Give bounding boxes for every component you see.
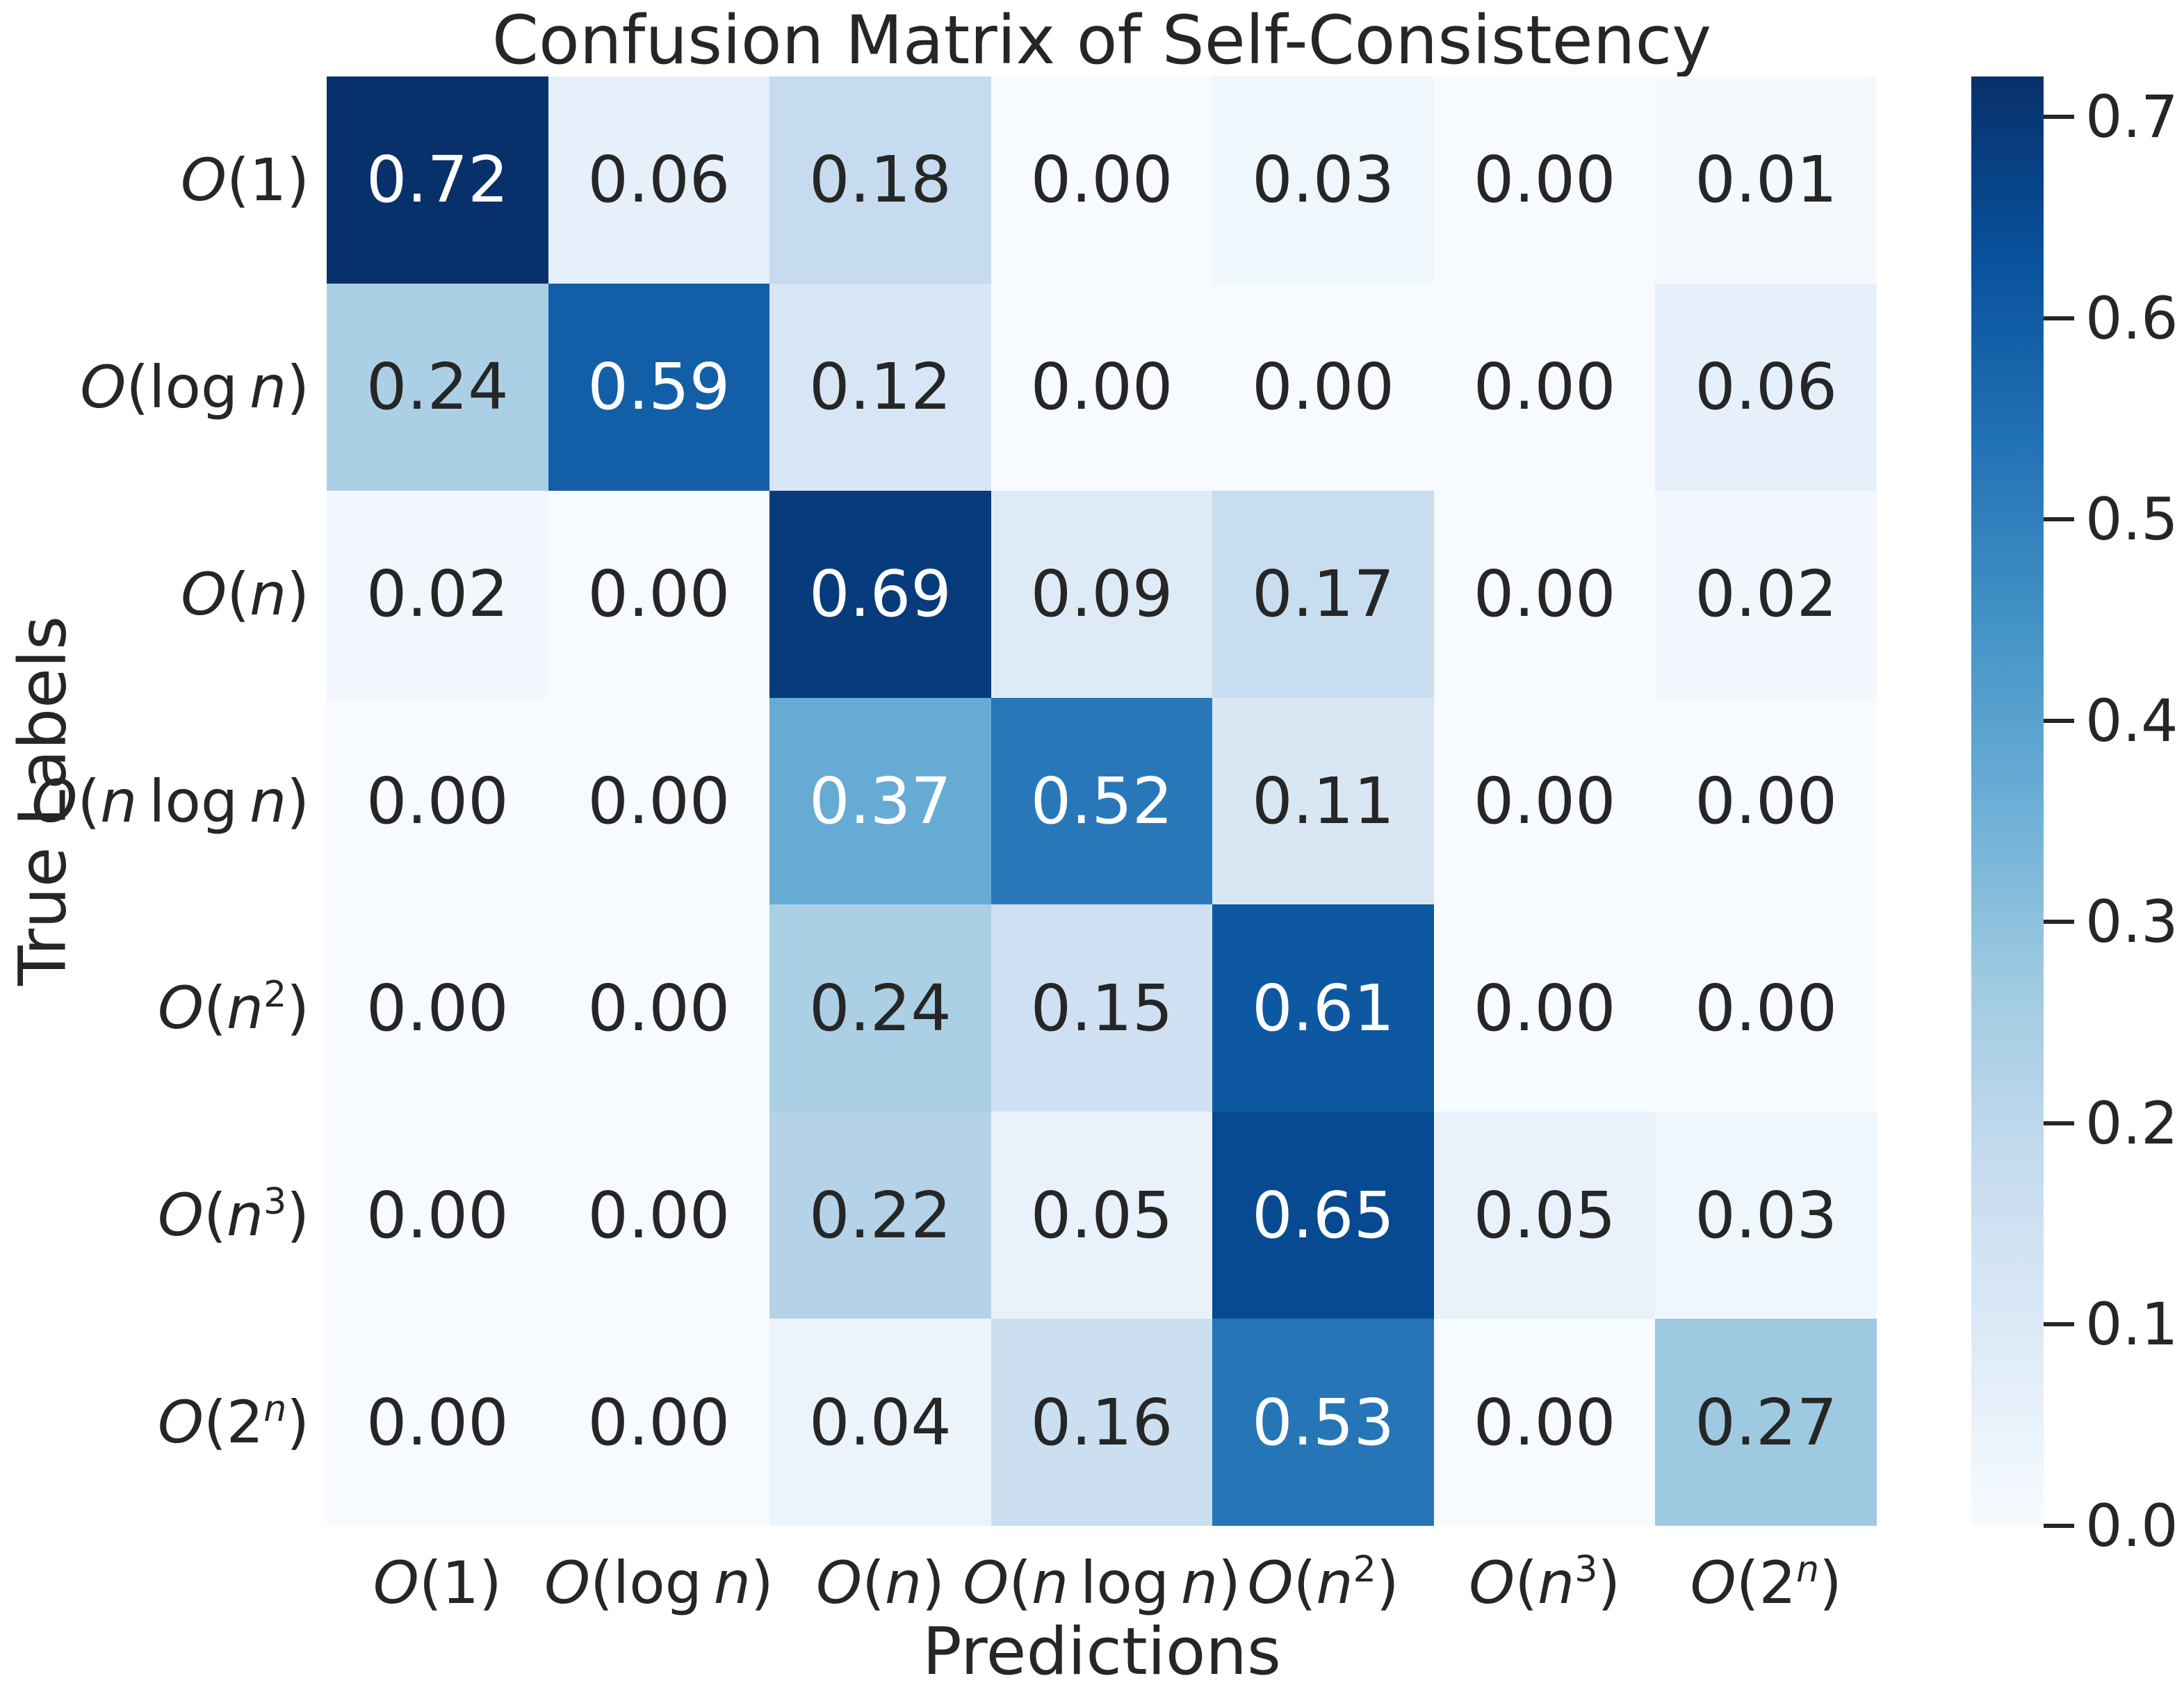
- colorbar-tick-mark: [2044, 1322, 2074, 1327]
- y-tick-label: O(n log n): [31, 767, 309, 836]
- y-tick-label: O(2n): [157, 1387, 309, 1457]
- heatmap-cell: 0.00: [548, 904, 770, 1112]
- heatmap-cell: 0.01: [1655, 76, 1877, 284]
- heatmap-cell: 0.59: [548, 283, 770, 491]
- heatmap-cell: 0.00: [1433, 76, 1656, 284]
- heatmap-cell: 0.37: [769, 697, 991, 905]
- x-tick-label: O(n3): [1469, 1548, 1621, 1617]
- heatmap-cell: 0.02: [327, 490, 548, 698]
- heatmap-cell: 0.17: [1212, 490, 1434, 698]
- heatmap-cell: 0.00: [548, 1319, 770, 1526]
- heatmap-cell: 0.00: [1655, 904, 1877, 1112]
- colorbar-gradient: [1971, 76, 2044, 1526]
- colorbar-tick-mark: [2044, 316, 2074, 320]
- heatmap-cell: 0.18: [769, 76, 991, 284]
- heatmap-cell: 0.00: [327, 904, 548, 1112]
- x-tick-label: O(n): [815, 1549, 945, 1617]
- heatmap-cell: 0.22: [769, 1112, 991, 1319]
- x-tick-label: O(1): [373, 1549, 502, 1617]
- heatmap-cell: 0.05: [991, 1112, 1213, 1319]
- heatmap-cell: 0.27: [1655, 1319, 1877, 1526]
- colorbar-tick-label: 0.1: [2085, 1290, 2178, 1359]
- heatmap-grid: 0.72 0.06 0.18 0.00 0.03 0.00 0.01 0.24 0.59 0.12…: [327, 76, 1877, 1526]
- heatmap-cell: 0.00: [548, 697, 770, 905]
- heatmap-cell: 0.24: [769, 904, 991, 1112]
- heatmap-cell: 0.00: [548, 490, 770, 698]
- heatmap-cell: 0.06: [548, 76, 770, 284]
- heatmap-cell: 0.06: [1655, 283, 1877, 491]
- colorbar-tick-label: 0.6: [2085, 284, 2178, 352]
- heatmap-cell: 0.61: [1212, 904, 1434, 1112]
- heatmap-cell: 0.11: [1212, 697, 1434, 905]
- heatmap-cell: 0.00: [327, 1112, 548, 1319]
- y-tick-label: O(n): [181, 560, 309, 628]
- colorbar-tick-label: 0.7: [2085, 82, 2178, 151]
- heatmap-cell: 0.65: [1212, 1112, 1434, 1319]
- y-tick-label: O(log n): [80, 352, 309, 421]
- heatmap-cell: 0.00: [1212, 283, 1434, 491]
- heatmap-cell: 0.09: [991, 490, 1213, 698]
- colorbar-tick-mark: [2044, 517, 2074, 522]
- x-tick-label: O(n log n): [963, 1549, 1241, 1617]
- colorbar-tick-mark: [2044, 920, 2074, 925]
- heatmap-cell: 0.04: [769, 1319, 991, 1526]
- heatmap-cell: 0.00: [548, 1112, 770, 1319]
- colorbar-tick-label: 0.4: [2085, 686, 2178, 755]
- x-tick-label: O(2n): [1690, 1548, 1842, 1617]
- x-tick-label: O(n2): [1247, 1548, 1399, 1617]
- colorbar-tick-mark: [2044, 718, 2074, 723]
- colorbar-tick-mark: [2044, 1121, 2074, 1125]
- colorbar-tick-mark: [2044, 114, 2074, 119]
- y-tick-label: O(1): [180, 145, 309, 214]
- heatmap-cell: 0.53: [1212, 1319, 1434, 1526]
- heatmap-cell: 0.05: [1433, 1112, 1656, 1319]
- heatmap-cell: 0.72: [327, 76, 548, 284]
- heatmap-cell: 0.03: [1212, 76, 1434, 284]
- heatmap-cell: 0.00: [327, 1319, 548, 1526]
- x-tick-label: O(log n): [544, 1549, 774, 1617]
- colorbar-tick-label: 0.3: [2085, 888, 2178, 957]
- heatmap-cell: 0.15: [991, 904, 1213, 1112]
- colorbar-tick-label: 0.2: [2085, 1089, 2178, 1157]
- heatmap-cell: 0.16: [991, 1319, 1213, 1526]
- heatmap-cell: 0.69: [769, 490, 991, 698]
- colorbar-tick-mark: [2044, 1524, 2074, 1528]
- heatmap-cell: 0.00: [1433, 904, 1656, 1112]
- heatmap-cell: 0.00: [1433, 490, 1656, 698]
- colorbar-tick-label: 0.0: [2085, 1492, 2178, 1560]
- chart-title: Confusion Matrix of Self-Consistency: [491, 1, 1712, 79]
- heatmap-cell: 0.00: [1433, 1319, 1656, 1526]
- heatmap-cell: 0.00: [1433, 283, 1656, 491]
- heatmap-cell: 0.03: [1655, 1112, 1877, 1319]
- heatmap-cell: 0.52: [991, 697, 1213, 905]
- heatmap-cell: 0.00: [1655, 697, 1877, 905]
- y-tick-label: O(n3): [157, 1180, 309, 1250]
- heatmap-cell: 0.00: [1433, 697, 1656, 905]
- heatmap-cell: 0.00: [327, 697, 548, 905]
- heatmap-cell: 0.00: [991, 283, 1213, 491]
- x-axis-label: Predictions: [922, 1614, 1281, 1690]
- heatmap-cell: 0.12: [769, 283, 991, 491]
- colorbar-tick-label: 0.5: [2085, 485, 2178, 554]
- heatmap-cell: 0.02: [1655, 490, 1877, 698]
- heatmap-cell: 0.24: [327, 283, 548, 491]
- heatmap-cell: 0.00: [991, 76, 1213, 284]
- y-tick-label: O(n2): [157, 974, 309, 1043]
